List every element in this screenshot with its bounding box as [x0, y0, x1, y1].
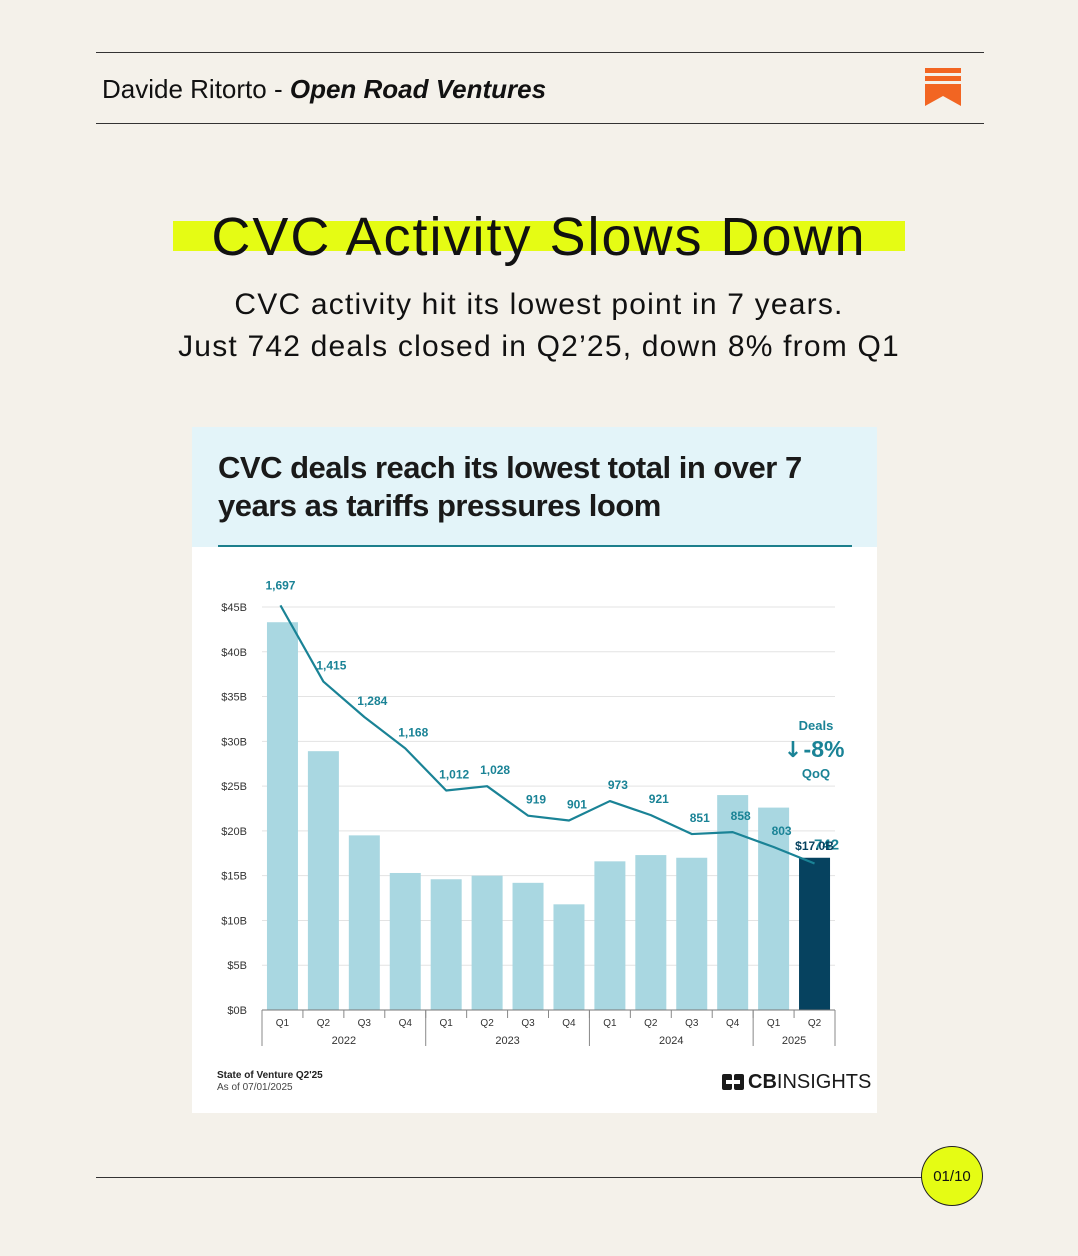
- header-bottom-rule: [96, 123, 984, 124]
- x-tick-label: Q1: [767, 1018, 781, 1029]
- funding-bar: [307, 751, 339, 1010]
- y-tick-label: $40B: [221, 647, 247, 659]
- deal-count-label: 1,284: [357, 694, 387, 708]
- funding-bar: [758, 807, 790, 1010]
- year-label: 2022: [332, 1035, 356, 1047]
- funding-bar: [512, 882, 544, 1010]
- deal-count-label: 742: [814, 837, 839, 854]
- cbinsights-mark-icon: [722, 1074, 744, 1090]
- last-bar-value-label: $17.0B: [795, 839, 834, 853]
- funding-bar: [635, 855, 667, 1010]
- x-tick-label: Q3: [521, 1018, 535, 1029]
- year-label: 2023: [495, 1035, 519, 1047]
- header-byline: Davide Ritorto - Open Road Ventures: [102, 74, 546, 105]
- y-tick-label: $5B: [227, 960, 247, 972]
- cbinsights-logo: CBINSIGHTS: [722, 1071, 871, 1093]
- x-tick-label: Q2: [644, 1018, 658, 1029]
- deal-count-label: 1,012: [439, 768, 469, 782]
- author-name: Davide Ritorto: [102, 74, 267, 104]
- x-tick-label: Q4: [562, 1018, 576, 1029]
- x-tick-label: Q3: [685, 1018, 699, 1029]
- funding-bar: [553, 904, 585, 1010]
- y-tick-label: $25B: [221, 781, 247, 793]
- x-tick-label: Q1: [603, 1018, 617, 1029]
- subtitle-line-2: Just 742 deals closed in Q2’25, down 8% …: [178, 330, 900, 363]
- chart-title: CVC deals reach its lowest total in over…: [218, 450, 802, 523]
- slide-title: CVC Activity Slows Down: [173, 205, 905, 269]
- y-tick-label: $35B: [221, 692, 247, 704]
- x-tick-label: Q1: [440, 1018, 454, 1029]
- deal-count-label: 1,697: [265, 578, 295, 592]
- y-tick-label: $20B: [221, 826, 247, 838]
- slide-title-wrap: CVC Activity Slows Down: [0, 205, 1078, 269]
- deal-count-label: 973: [608, 778, 628, 792]
- as-of-date: As of 07/01/2025: [217, 1082, 293, 1093]
- deal-count-label: 921: [649, 792, 669, 806]
- callout-down-arrow-icon: ↓: [784, 738, 802, 763]
- deal-count-label: 858: [731, 809, 751, 823]
- substack-logo-icon[interactable]: [925, 68, 961, 106]
- deal-count-label: 901: [567, 798, 587, 812]
- callout-percent: -8%: [804, 736, 845, 762]
- x-tick-label: Q4: [726, 1018, 740, 1029]
- funding-bar: [348, 835, 380, 1010]
- source-label: State of Venture Q2'25: [217, 1070, 323, 1081]
- publication-name: Open Road Ventures: [289, 74, 547, 104]
- deal-count-label: 1,028: [480, 763, 510, 777]
- funding-bar: [389, 872, 421, 1010]
- chart-title-rule: [218, 545, 852, 547]
- y-tick-label: $0B: [227, 1005, 247, 1017]
- brand-bold: CB: [748, 1070, 777, 1093]
- bottom-rule: [96, 1177, 922, 1178]
- x-tick-label: Q2: [480, 1018, 494, 1029]
- year-label: 2025: [782, 1035, 806, 1047]
- subtitle-line-1: CVC activity hit its lowest point in 7 y…: [234, 288, 844, 321]
- chart-card: CVC deals reach its lowest total in over…: [192, 427, 877, 1113]
- x-tick-label: Q2: [317, 1018, 331, 1029]
- x-tick-label: Q3: [358, 1018, 372, 1029]
- top-rule: [96, 52, 984, 53]
- funding-bar: [594, 861, 626, 1010]
- funding-bar: [471, 875, 503, 1010]
- deal-count-label: 851: [690, 811, 710, 825]
- year-label: 2024: [659, 1035, 683, 1047]
- y-tick-label: $30B: [221, 736, 247, 748]
- byline-separator: -: [266, 74, 290, 104]
- deal-count-label: 919: [526, 793, 546, 807]
- page-number-badge: 01/10: [921, 1146, 983, 1206]
- funding-bar: [266, 622, 298, 1010]
- funding-bar: [676, 857, 708, 1010]
- y-tick-label: $10B: [221, 915, 247, 927]
- deal-count-label: 803: [772, 824, 792, 838]
- cvc-deals-chart: $0B $5B $10B $15B $20B $25B $30B $35B $40B $45B Q1…: [221, 578, 845, 1047]
- chart-card-header: [192, 427, 877, 547]
- x-tick-label: Q4: [399, 1018, 413, 1029]
- brand-rest: INSIGHTS: [776, 1070, 872, 1093]
- callout-qoq-label: QoQ: [802, 766, 830, 781]
- deals-line: [279, 604, 815, 865]
- funding-bar: [430, 879, 462, 1010]
- deal-count-label: 1,415: [316, 659, 346, 673]
- callout-deals-label: Deals: [799, 718, 834, 733]
- y-tick-label: $45B: [221, 602, 247, 614]
- x-tick-label: Q2: [808, 1018, 822, 1029]
- x-tick-label: Q1: [276, 1018, 290, 1029]
- y-tick-label: $15B: [221, 871, 247, 883]
- deal-count-label: 1,168: [398, 725, 428, 739]
- funding-bar: [717, 795, 749, 1010]
- funding-bar: [799, 857, 831, 1010]
- slide-subtitle: CVC activity hit its lowest point in 7 y…: [0, 284, 1078, 368]
